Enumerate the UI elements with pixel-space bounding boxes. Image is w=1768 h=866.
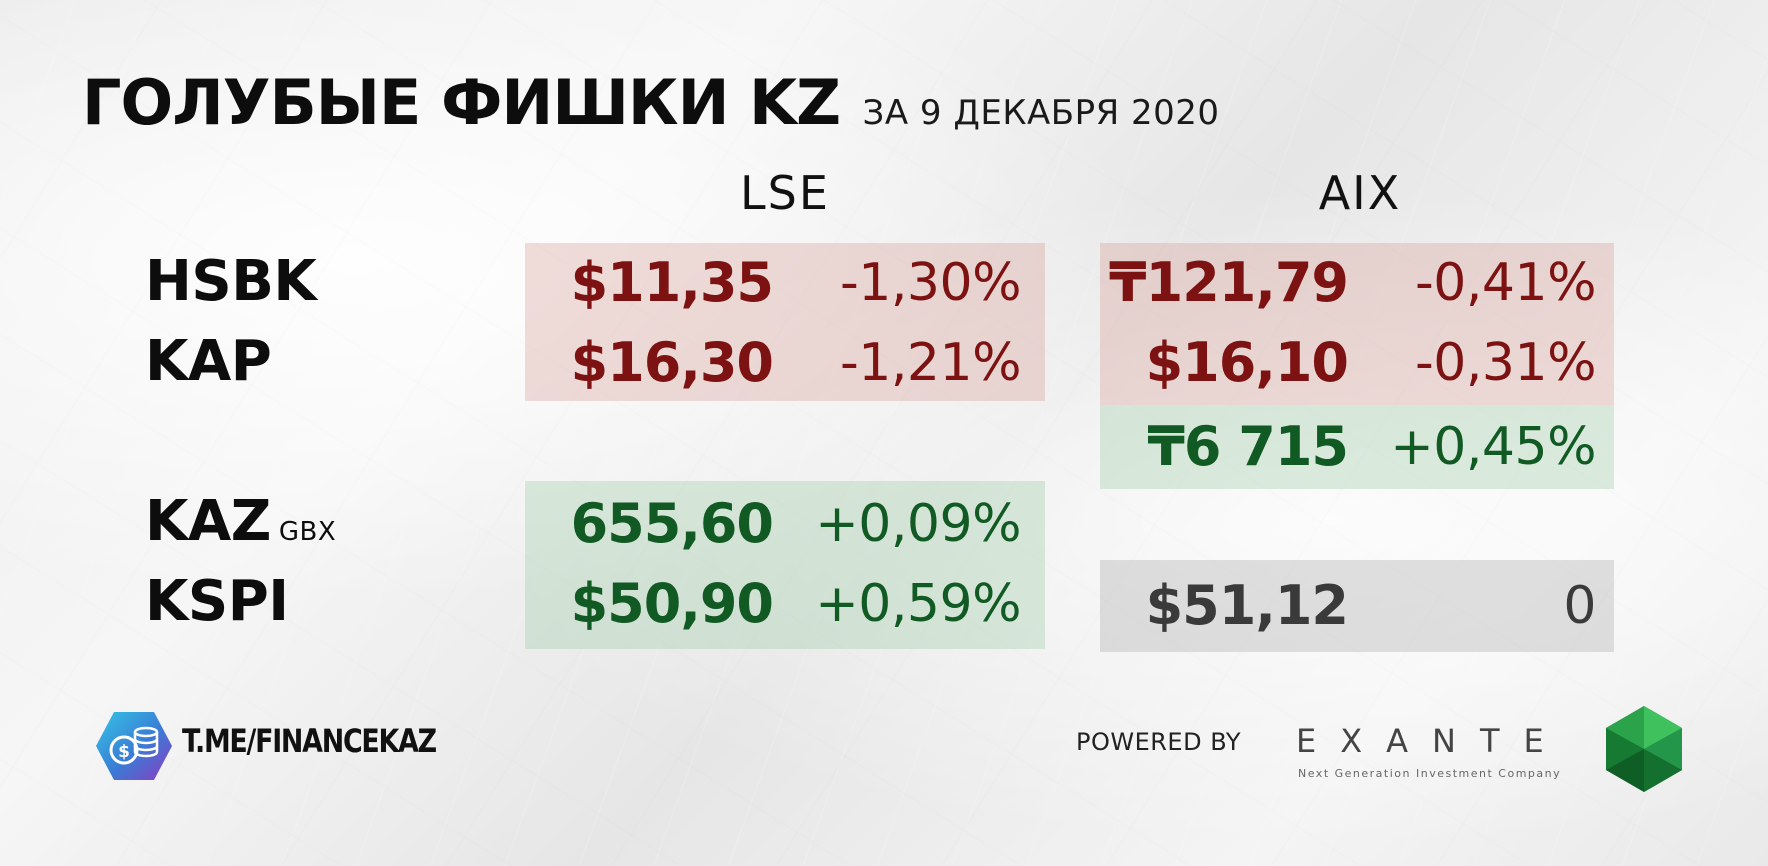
powered-by-label: POWERED BY: [1076, 728, 1242, 756]
lse-hsbk-change: -1,30%: [840, 253, 1021, 313]
lse-positive-block: 655,60 +0,09% $50,90 +0,59%: [525, 481, 1045, 649]
aix-extra-change: +0,45%: [1390, 417, 1596, 477]
exchange-header-lse: LSE: [740, 166, 830, 220]
lse-row-hsbk: $11,35 -1,30%: [525, 243, 1045, 323]
lse-row-kap: $16,30 -1,21%: [525, 323, 1045, 403]
ticker-kap: KAP: [145, 329, 272, 394]
lse-kspi-price: $50,90: [570, 572, 774, 635]
lse-kaz-change: +0,09%: [815, 494, 1021, 554]
ticker-kaz-unit: GBX: [278, 517, 337, 547]
partner-tagline: Next Generation Investment Company: [1298, 767, 1562, 780]
lse-kspi-change: +0,59%: [815, 574, 1021, 634]
ticker-kaz-label: KAZ: [145, 489, 271, 554]
lse-kap-change: -1,21%: [840, 333, 1021, 393]
header: ГОЛУБЫЕ ФИШКИ KZ ЗА 9 ДЕКАБРЯ 2020: [82, 66, 1220, 139]
aix-kap-price: $16,10: [1145, 331, 1349, 394]
aix-neutral-block: $51,12 0: [1100, 560, 1614, 652]
aix-row-kspi: $51,12 0: [1100, 566, 1614, 646]
exchange-header-aix: AIX: [1318, 166, 1402, 220]
lse-kap-price: $16,30: [570, 331, 774, 394]
aix-extra-price: ₸6 715: [1147, 415, 1349, 478]
ticker-kspi: KSPI: [145, 569, 289, 634]
lse-hsbk-price: $11,35: [570, 251, 774, 314]
ticker-hsbk: HSBK: [145, 249, 317, 314]
aix-negative-block: ₸121,79 -0,41% $16,10 -0,31%: [1100, 243, 1614, 405]
lse-row-kaz: 655,60 +0,09%: [525, 484, 1045, 564]
aix-kap-change: -0,31%: [1415, 333, 1596, 393]
aix-row-hsbk: ₸121,79 -0,41%: [1100, 243, 1614, 323]
aix-kspi-change: 0: [1563, 576, 1596, 636]
aix-row-extra: ₸6 715 +0,45%: [1100, 407, 1614, 487]
aix-hsbk-change: -0,41%: [1415, 253, 1596, 313]
ticker-kaz: KAZ GBX: [145, 492, 336, 562]
lse-row-kspi: $50,90 +0,59%: [525, 564, 1045, 644]
channel-link[interactable]: T.ME/FINANCEKAZ: [182, 722, 437, 760]
aix-kspi-price: $51,12: [1145, 574, 1349, 637]
aix-row-kap: $16,10 -0,31%: [1100, 323, 1614, 403]
page-title: ГОЛУБЫЕ ФИШКИ KZ: [82, 66, 841, 139]
lse-kaz-price: 655,60: [570, 492, 774, 555]
green-gem-icon: [1606, 706, 1682, 792]
aix-positive-block: ₸6 715 +0,45%: [1100, 405, 1614, 489]
lse-negative-block: $11,35 -1,30% $16,30 -1,21%: [525, 243, 1045, 401]
partner-logo-text[interactable]: EXANTE: [1296, 722, 1568, 760]
svg-text:$: $: [118, 742, 130, 762]
aix-hsbk-price: ₸121,79: [1109, 251, 1349, 314]
report-date: ЗА 9 ДЕКАБРЯ 2020: [862, 93, 1220, 133]
coin-stack-hexagon-icon[interactable]: $: [94, 710, 174, 782]
